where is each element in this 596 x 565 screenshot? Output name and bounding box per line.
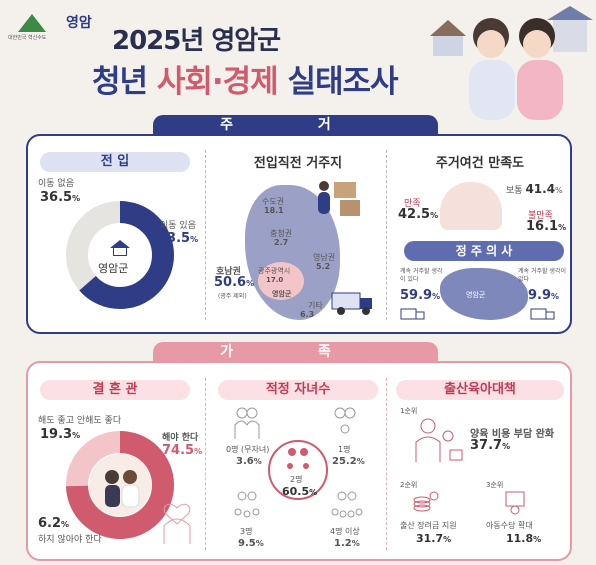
house-icon xyxy=(94,240,146,256)
woman-reading-illustration xyxy=(440,182,502,230)
capital-value: 18.1 xyxy=(264,206,284,215)
marriage-mustnot-value: 6.2% xyxy=(38,516,70,531)
couple-illustration xyxy=(430,6,593,120)
children-zero-label: 0명 (무자녀) xyxy=(226,445,270,454)
yeongam-map-label: 영암군 xyxy=(272,290,292,298)
yeongam-map xyxy=(440,268,528,320)
family-three-children-icon xyxy=(234,491,260,518)
settle-no-value: 9.9% xyxy=(528,288,560,303)
child-allowance-icon xyxy=(505,491,525,515)
rank3-label: 아동수당 확대 xyxy=(486,521,533,530)
yeongam-map-label: 영암군 xyxy=(466,291,486,299)
section-family-header: 가 족 xyxy=(153,342,438,362)
honam-note: (광주 제외) xyxy=(218,293,247,300)
logo-slogan: 대한민국 혁신수도 xyxy=(8,35,47,41)
divider xyxy=(205,378,206,550)
satisfaction-title: 주거여건 만족도 xyxy=(435,156,525,171)
logo-city-name: 영암 xyxy=(66,15,92,31)
mountain-icon xyxy=(18,14,46,32)
no-move-label: 이동 없음 xyxy=(38,179,74,189)
title-youth: 청년 xyxy=(92,64,148,100)
children-title: 적정 자녀수 xyxy=(218,380,378,400)
marriage-title: 결 혼 관 xyxy=(40,380,190,400)
marriage-mustnot-label: 하지 않아야 한다 xyxy=(38,535,102,545)
gwangju-label: 광주광역시 xyxy=(258,267,291,275)
coins-icon xyxy=(413,491,439,512)
rank2-value: 31.7% xyxy=(416,532,452,545)
rank2-badge: 2순위 xyxy=(400,481,418,489)
family-two-children-icon xyxy=(287,448,309,469)
family-one-child-icon xyxy=(334,407,356,434)
honam-label: 호남권 xyxy=(216,267,241,277)
truck-icon xyxy=(331,292,372,315)
rank3-badge: 3순위 xyxy=(486,481,504,489)
dissatisfied-label: 불만족 xyxy=(528,211,553,221)
marriage-either-value: 19.3% xyxy=(40,427,81,442)
gwangju-value: 17.0 xyxy=(266,276,284,284)
children-zero-value: 3.6% xyxy=(236,456,262,467)
gwangju-area xyxy=(258,262,304,300)
children-three-value: 9.5% xyxy=(238,538,264,549)
children-four-label: 4명 이상 xyxy=(330,527,360,536)
title-survey: 실태조사 xyxy=(287,64,399,100)
chungcheong-label: 충청권 xyxy=(270,229,293,238)
couple-icon xyxy=(234,407,260,439)
settle-yes-value: 59.9% xyxy=(400,288,441,303)
settle-no-label: 계속 거주할 생각이 없다 xyxy=(518,268,566,283)
satisfied-value: 42.5% xyxy=(398,207,439,222)
children-one-label: 1명 xyxy=(338,445,351,454)
rank2-label: 출산 장려금 지원 xyxy=(400,521,457,530)
page-title-line1: 2025년 영암군 xyxy=(112,26,281,56)
moving-in-title: 전 입 xyxy=(40,152,190,172)
children-one-value: 25.2% xyxy=(332,456,365,467)
brand-logo: 영암 대한민국 혁신수도 xyxy=(6,10,96,44)
marriage-must-label: 해야 한다 xyxy=(162,433,199,443)
title-socioeconomic: 사회·경제 xyxy=(156,64,279,100)
neutral-label: 보통 41.4% xyxy=(506,182,563,196)
boxes-icon xyxy=(318,181,360,216)
marriage-must-value: 74.5% xyxy=(162,443,203,458)
parent-child-icon xyxy=(415,418,463,462)
heart-arch-icon xyxy=(163,503,191,544)
children-two-highlight xyxy=(268,440,328,500)
divider xyxy=(205,150,206,320)
marriage-either-label: 해도 좋고 안해도 좋다 xyxy=(38,416,122,426)
children-two-label: 2명 xyxy=(290,475,303,484)
dissatisfied-value: 16.1% xyxy=(526,219,567,234)
no-move-value: 36.5% xyxy=(40,190,81,205)
rank1-badge: 1순위 xyxy=(400,407,418,415)
divider xyxy=(386,150,387,320)
children-two-value: 60.5% xyxy=(282,485,318,498)
section-housing-header: 주 거 xyxy=(153,115,438,135)
family-four-children-icon xyxy=(331,491,363,518)
truck-small-icon xyxy=(530,308,555,320)
page-title-line2: 청년 사회·경제 실태조사 xyxy=(92,56,399,101)
children-four-value: 1.2% xyxy=(334,538,360,549)
yeongnam-value: 5.2 xyxy=(316,262,331,271)
other-value: 6.3 xyxy=(300,310,315,319)
rank1-value: 37.7% xyxy=(470,438,511,453)
settle-title: 정 주 의 사 xyxy=(404,241,564,261)
divider xyxy=(386,378,387,550)
marriage-donut xyxy=(66,431,174,539)
chungcheong-value: 2.7 xyxy=(274,238,289,247)
rank1-label: 양육 비용 부담 완화 xyxy=(470,429,555,440)
capital-label: 수도권 xyxy=(262,197,285,206)
honam-value: 50.6% xyxy=(214,275,255,290)
donut-center-label: 영암군 xyxy=(98,262,129,275)
children-three-label: 3명 xyxy=(240,527,253,536)
settle-yes-label: 계속 거주할 생각이 있다 xyxy=(400,268,443,283)
truck-small-icon xyxy=(400,308,425,320)
rank3-value: 11.8% xyxy=(506,532,542,545)
other-label: 기타 xyxy=(308,301,323,310)
moved-label: 이동 있음 xyxy=(160,221,196,231)
policy-title: 출산육아대책 xyxy=(396,380,564,400)
yeongnam-label: 영남권 xyxy=(313,253,336,262)
prev-residence-title: 전입직전 거주지 xyxy=(253,156,343,171)
moved-value: 63.5% xyxy=(158,231,199,246)
satisfied-label: 만족 xyxy=(404,199,421,209)
